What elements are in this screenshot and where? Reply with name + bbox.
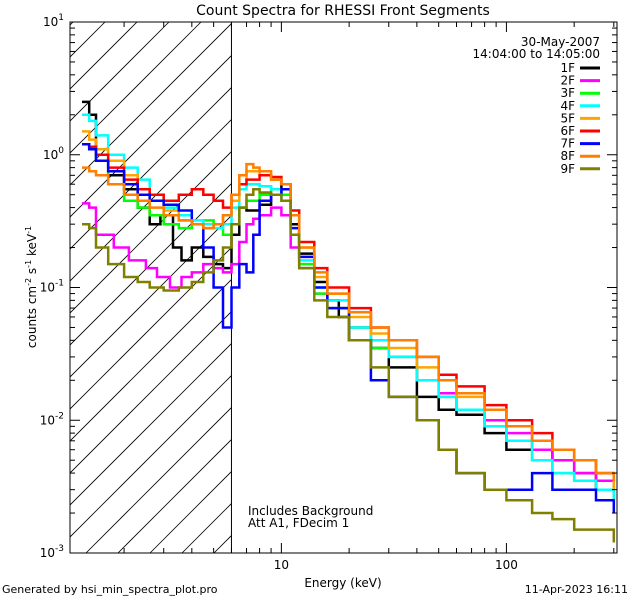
annotation-background: Includes Background <box>248 504 373 518</box>
x-axis-label: Energy (keV) <box>304 576 381 590</box>
hatch-line <box>70 150 232 314</box>
series-6F-line <box>82 142 616 481</box>
series-group <box>82 100 616 543</box>
y-tick-label: 100 <box>43 146 64 162</box>
time-range-label: 14:04:00 to 14:05:00 <box>473 47 600 61</box>
legend-label-4F: 4F <box>560 99 575 113</box>
hatch-line <box>70 246 232 410</box>
hatch-line <box>117 438 232 553</box>
legend-label-7F: 7F <box>560 137 575 151</box>
hatch-line <box>70 86 232 250</box>
y-axis-label: counts cm-2 s-1 keV-1 <box>24 226 39 348</box>
chart-title: Count Spectra for RHESSI Front Segments <box>196 3 490 19</box>
generated-by-label: Generated by hsi_min_spectra_plot.pro <box>2 583 218 596</box>
hatch-line <box>70 22 232 186</box>
hatch-line <box>70 22 170 122</box>
y-tick-label: 10-1 <box>40 279 64 295</box>
series-8F-line <box>82 162 616 481</box>
legend-label-5F: 5F <box>560 111 575 125</box>
hatch-line <box>70 310 232 474</box>
series-9F-line <box>82 187 616 543</box>
legend-label-8F: 8F <box>560 149 575 163</box>
hatch-line <box>70 182 232 346</box>
x-tick-label: 10 <box>274 558 289 572</box>
axis-ticks: 10 100 10-3 10-2 10-1 100 101 <box>40 13 617 572</box>
legend-label-1F: 1F <box>560 61 575 75</box>
hatch-line <box>70 22 202 154</box>
y-tick-label: 101 <box>43 13 64 29</box>
y-tick-label: 10-2 <box>40 411 64 427</box>
legend-label-3F: 3F <box>560 86 575 100</box>
legend-label-2F: 2F <box>560 74 575 88</box>
legend-label-9F: 9F <box>560 162 575 176</box>
hatch-line <box>70 22 138 90</box>
legend-label-6F: 6F <box>560 124 575 138</box>
x-tick-label: 100 <box>495 558 518 572</box>
hatch-line <box>85 406 232 553</box>
series-2F-line <box>82 202 616 490</box>
timestamp-label: 11-Apr-2023 16:11 <box>524 583 628 596</box>
annotation-attenuator: Att A1, FDecim 1 <box>248 516 349 530</box>
hatch-line <box>70 342 232 506</box>
date-label: 30-May-2007 <box>521 35 600 49</box>
y-tick-label: 10-3 <box>40 544 64 560</box>
hatch-line <box>70 54 232 218</box>
hatch-line <box>70 374 232 538</box>
